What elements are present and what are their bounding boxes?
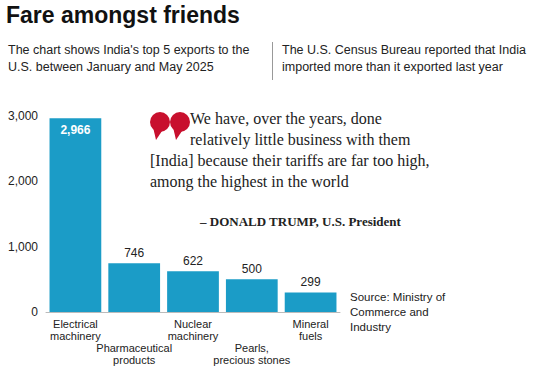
svg-text:Pearls,: Pearls, <box>235 342 269 354</box>
svg-text:2,000: 2,000 <box>8 174 38 188</box>
svg-text:machinery: machinery <box>50 330 101 342</box>
html-text:Fare amongst friends: Fare amongst friends <box>6 2 240 28</box>
svg-text:products: products <box>113 354 156 366</box>
html-text:Source: Ministry of Commerce a: Source: Ministry of Commerce and Industr… <box>350 291 446 333</box>
html-text:The chart shows India's top 5: The chart shows India's top 5 exports to… <box>8 43 250 74</box>
svg-text:precious stones: precious stones <box>213 354 291 366</box>
svg-text:1,000: 1,000 <box>8 240 38 254</box>
svg-text:0: 0 <box>31 305 38 319</box>
svg-text:Mineral: Mineral <box>293 318 329 330</box>
svg-text:500: 500 <box>242 262 262 276</box>
svg-text:746: 746 <box>124 246 144 260</box>
svg-text:fuels: fuels <box>299 330 323 342</box>
svg-text:299: 299 <box>301 275 321 289</box>
svg-text:3,000: 3,000 <box>8 109 38 123</box>
svg-text:Pharmaceutical: Pharmaceutical <box>96 342 172 354</box>
svg-text:Nuclear: Nuclear <box>174 318 212 330</box>
html-text:– DONALD TRUMP, U.S. President: – DONALD TRUMP, U.S. President <box>200 214 401 229</box>
svg-text:machinery: machinery <box>168 330 219 342</box>
svg-text:Electrical: Electrical <box>53 318 98 330</box>
html-text:We have, over the years, done: We have, over the years, done relatively… <box>150 110 430 190</box>
html-text:The U.S. Census Bureau reporte: The U.S. Census Bureau reported that Ind… <box>282 43 526 74</box>
svg-text:2,966: 2,966 <box>60 123 90 137</box>
svg-text:622: 622 <box>183 254 203 268</box>
